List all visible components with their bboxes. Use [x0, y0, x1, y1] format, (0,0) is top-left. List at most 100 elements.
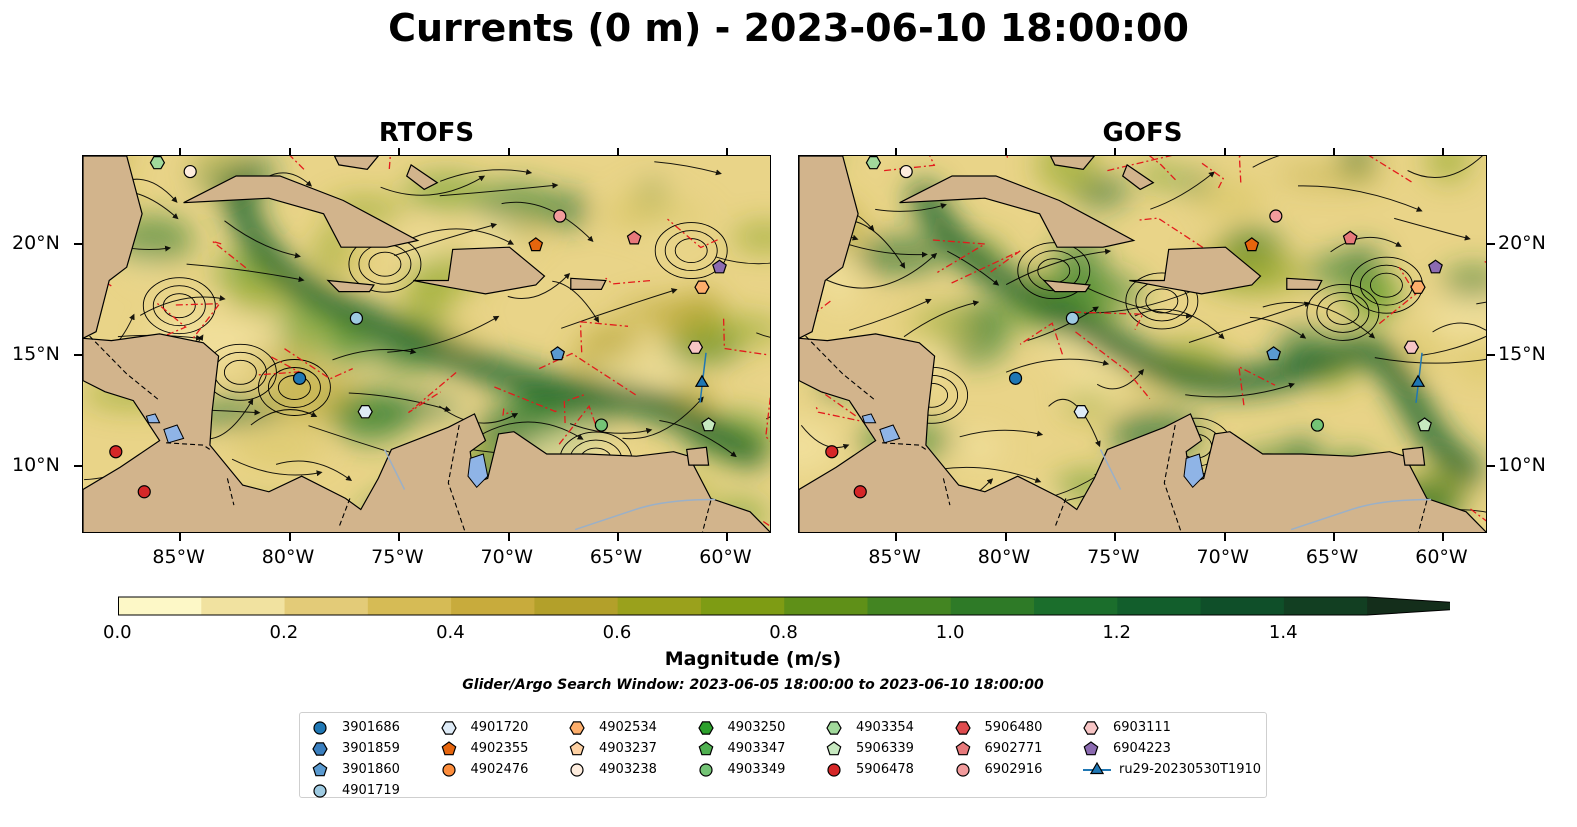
legend-marker-shape[interactable]: [440, 721, 457, 735]
lon-tick-label: 85°W: [152, 546, 205, 568]
float-marker-4903238[interactable]: [183, 164, 197, 179]
lon-tick-mark: [1114, 533, 1117, 541]
colorbar: [118, 596, 1511, 620]
legend-marker-shape[interactable]: [955, 763, 970, 777]
float-marker-4902534[interactable]: [1410, 280, 1426, 294]
legend-marker-shape[interactable]: [441, 763, 456, 777]
float-marker-4901720[interactable]: [1073, 405, 1089, 419]
lon-tick-mark: [726, 533, 729, 541]
legend-item-3901686: 3901686: [312, 719, 427, 737]
legend-marker-shape[interactable]: [312, 762, 328, 777]
float-marker-4903238[interactable]: [899, 164, 913, 179]
colorbar-segment: [451, 597, 535, 615]
float-marker-3901860[interactable]: [550, 346, 566, 361]
map-panel-gofs[interactable]: [798, 155, 1487, 533]
float-marker-6904223[interactable]: [712, 259, 727, 274]
legend-label: ru29-20230530T1910: [1119, 762, 1262, 777]
legend-marker-hexagon: [697, 721, 714, 735]
legend-label: 6902916: [984, 762, 1043, 777]
colorbar-segment: [1034, 597, 1118, 615]
legend-item-6904223: 6904223: [1083, 740, 1198, 758]
legend-marker-circle: [698, 763, 713, 777]
float-marker-4901720[interactable]: [357, 405, 373, 419]
legend-item-4903250: 4903250: [697, 719, 813, 737]
lon-tick-label: 65°W: [1305, 546, 1359, 568]
legend-item-6902771: 6902771: [955, 740, 1070, 758]
float-marker-ru29-20230530T1910[interactable]: [694, 374, 710, 387]
float-marker-4902534[interactable]: [694, 280, 710, 294]
float-marker-5906339[interactable]: [701, 417, 716, 432]
page-title: Currents (0 m) - 2023-06-10 18:00:00: [388, 6, 1189, 50]
lon-tick-mark: [288, 533, 291, 541]
colorbar-tick-label: 1.2: [1102, 622, 1131, 643]
legend-marker-shape[interactable]: [827, 763, 841, 777]
legend-marker-shape[interactable]: [1089, 761, 1105, 775]
streamlines: [800, 156, 1486, 532]
legend-marker-shape[interactable]: [955, 741, 970, 756]
legend-marker-shape[interactable]: [569, 721, 585, 735]
legend-marker-shape[interactable]: [1083, 741, 1099, 756]
float-marker-6903111[interactable]: [1403, 340, 1420, 354]
float-marker-4901719[interactable]: [349, 311, 364, 325]
legend-marker-shape[interactable]: [1083, 721, 1099, 735]
lon-tick-mark: [179, 148, 182, 156]
legend-item-4903349: 4903349: [698, 761, 813, 779]
legend-marker-shape[interactable]: [570, 763, 584, 777]
legend-marker-triangle-line: [1083, 761, 1111, 775]
legend-label: 4901719: [342, 783, 400, 798]
colorbar-segment: [867, 597, 952, 615]
float-marker-ru29-20230530T1910[interactable]: [1410, 374, 1426, 387]
legend-item-4902534: 4902534: [569, 719, 684, 737]
legend-marker-shape[interactable]: [697, 721, 714, 735]
float-marker-3901686[interactable]: [1008, 371, 1023, 385]
float-marker-5906478[interactable]: [825, 445, 839, 459]
float-marker-5906478[interactable]: [137, 485, 151, 499]
float-marker-6903111[interactable]: [687, 340, 704, 354]
lat-tick-label: 15°N: [12, 343, 60, 366]
colorbar-tick-label: 0.0: [103, 622, 132, 643]
float-marker-5906478[interactable]: [109, 445, 123, 459]
legend-marker-circle: [827, 763, 841, 777]
float-marker-5906478[interactable]: [853, 485, 867, 499]
legend-marker-shape[interactable]: [826, 741, 842, 756]
float-marker-4903349[interactable]: [1310, 418, 1324, 432]
legend-marker-hexagon: [440, 721, 457, 735]
float-marker-4903349[interactable]: [594, 418, 608, 432]
legend-marker-shape[interactable]: [698, 763, 713, 777]
legend-marker-shape[interactable]: [826, 721, 842, 735]
legend-marker-pentagon: [1083, 741, 1099, 756]
float-marker-4903354[interactable]: [149, 156, 166, 170]
legend-label: 4903349: [727, 762, 786, 777]
float-marker-6902916[interactable]: [553, 209, 567, 223]
legend-marker-shape[interactable]: [569, 741, 585, 756]
float-marker-4902355[interactable]: [1244, 237, 1260, 252]
legend-item-4903354: 4903354: [826, 719, 941, 737]
legend-marker-circle: [313, 721, 327, 735]
legend-marker-shape[interactable]: [312, 742, 328, 756]
float-marker-6902771[interactable]: [626, 230, 642, 245]
float-marker-4902355[interactable]: [528, 237, 544, 252]
legend-marker-shape[interactable]: [698, 741, 713, 756]
float-marker-3901686[interactable]: [292, 371, 307, 385]
float-marker-6904223[interactable]: [1428, 259, 1443, 274]
legend-item-4903238: 4903238: [569, 761, 684, 779]
legend-item-5906480: 5906480: [954, 719, 1070, 737]
legend-marker-shape[interactable]: [954, 721, 971, 735]
map-panel-rtofs[interactable]: [82, 155, 771, 533]
legend-marker-shape[interactable]: [313, 721, 327, 735]
lon-tick-mark: [1004, 148, 1007, 156]
float-marker-4903354[interactable]: [865, 156, 882, 170]
legend-marker-shape[interactable]: [313, 784, 327, 798]
legend-label: 3901686: [342, 720, 400, 735]
float-marker-3901860[interactable]: [1266, 346, 1282, 361]
lon-tick-label: 80°W: [977, 546, 1031, 568]
legend-label: 3901860: [342, 762, 400, 777]
legend-marker-hexagon: [312, 742, 328, 756]
colorbar-extend-arrow: [1367, 597, 1511, 615]
float-marker-6902771[interactable]: [1342, 230, 1358, 245]
legend-marker-shape[interactable]: [441, 741, 456, 756]
float-marker-5906339[interactable]: [1417, 417, 1432, 432]
lat-tick-mark: [74, 354, 82, 357]
float-marker-6902916[interactable]: [1269, 209, 1283, 223]
float-marker-4901719[interactable]: [1065, 311, 1080, 325]
